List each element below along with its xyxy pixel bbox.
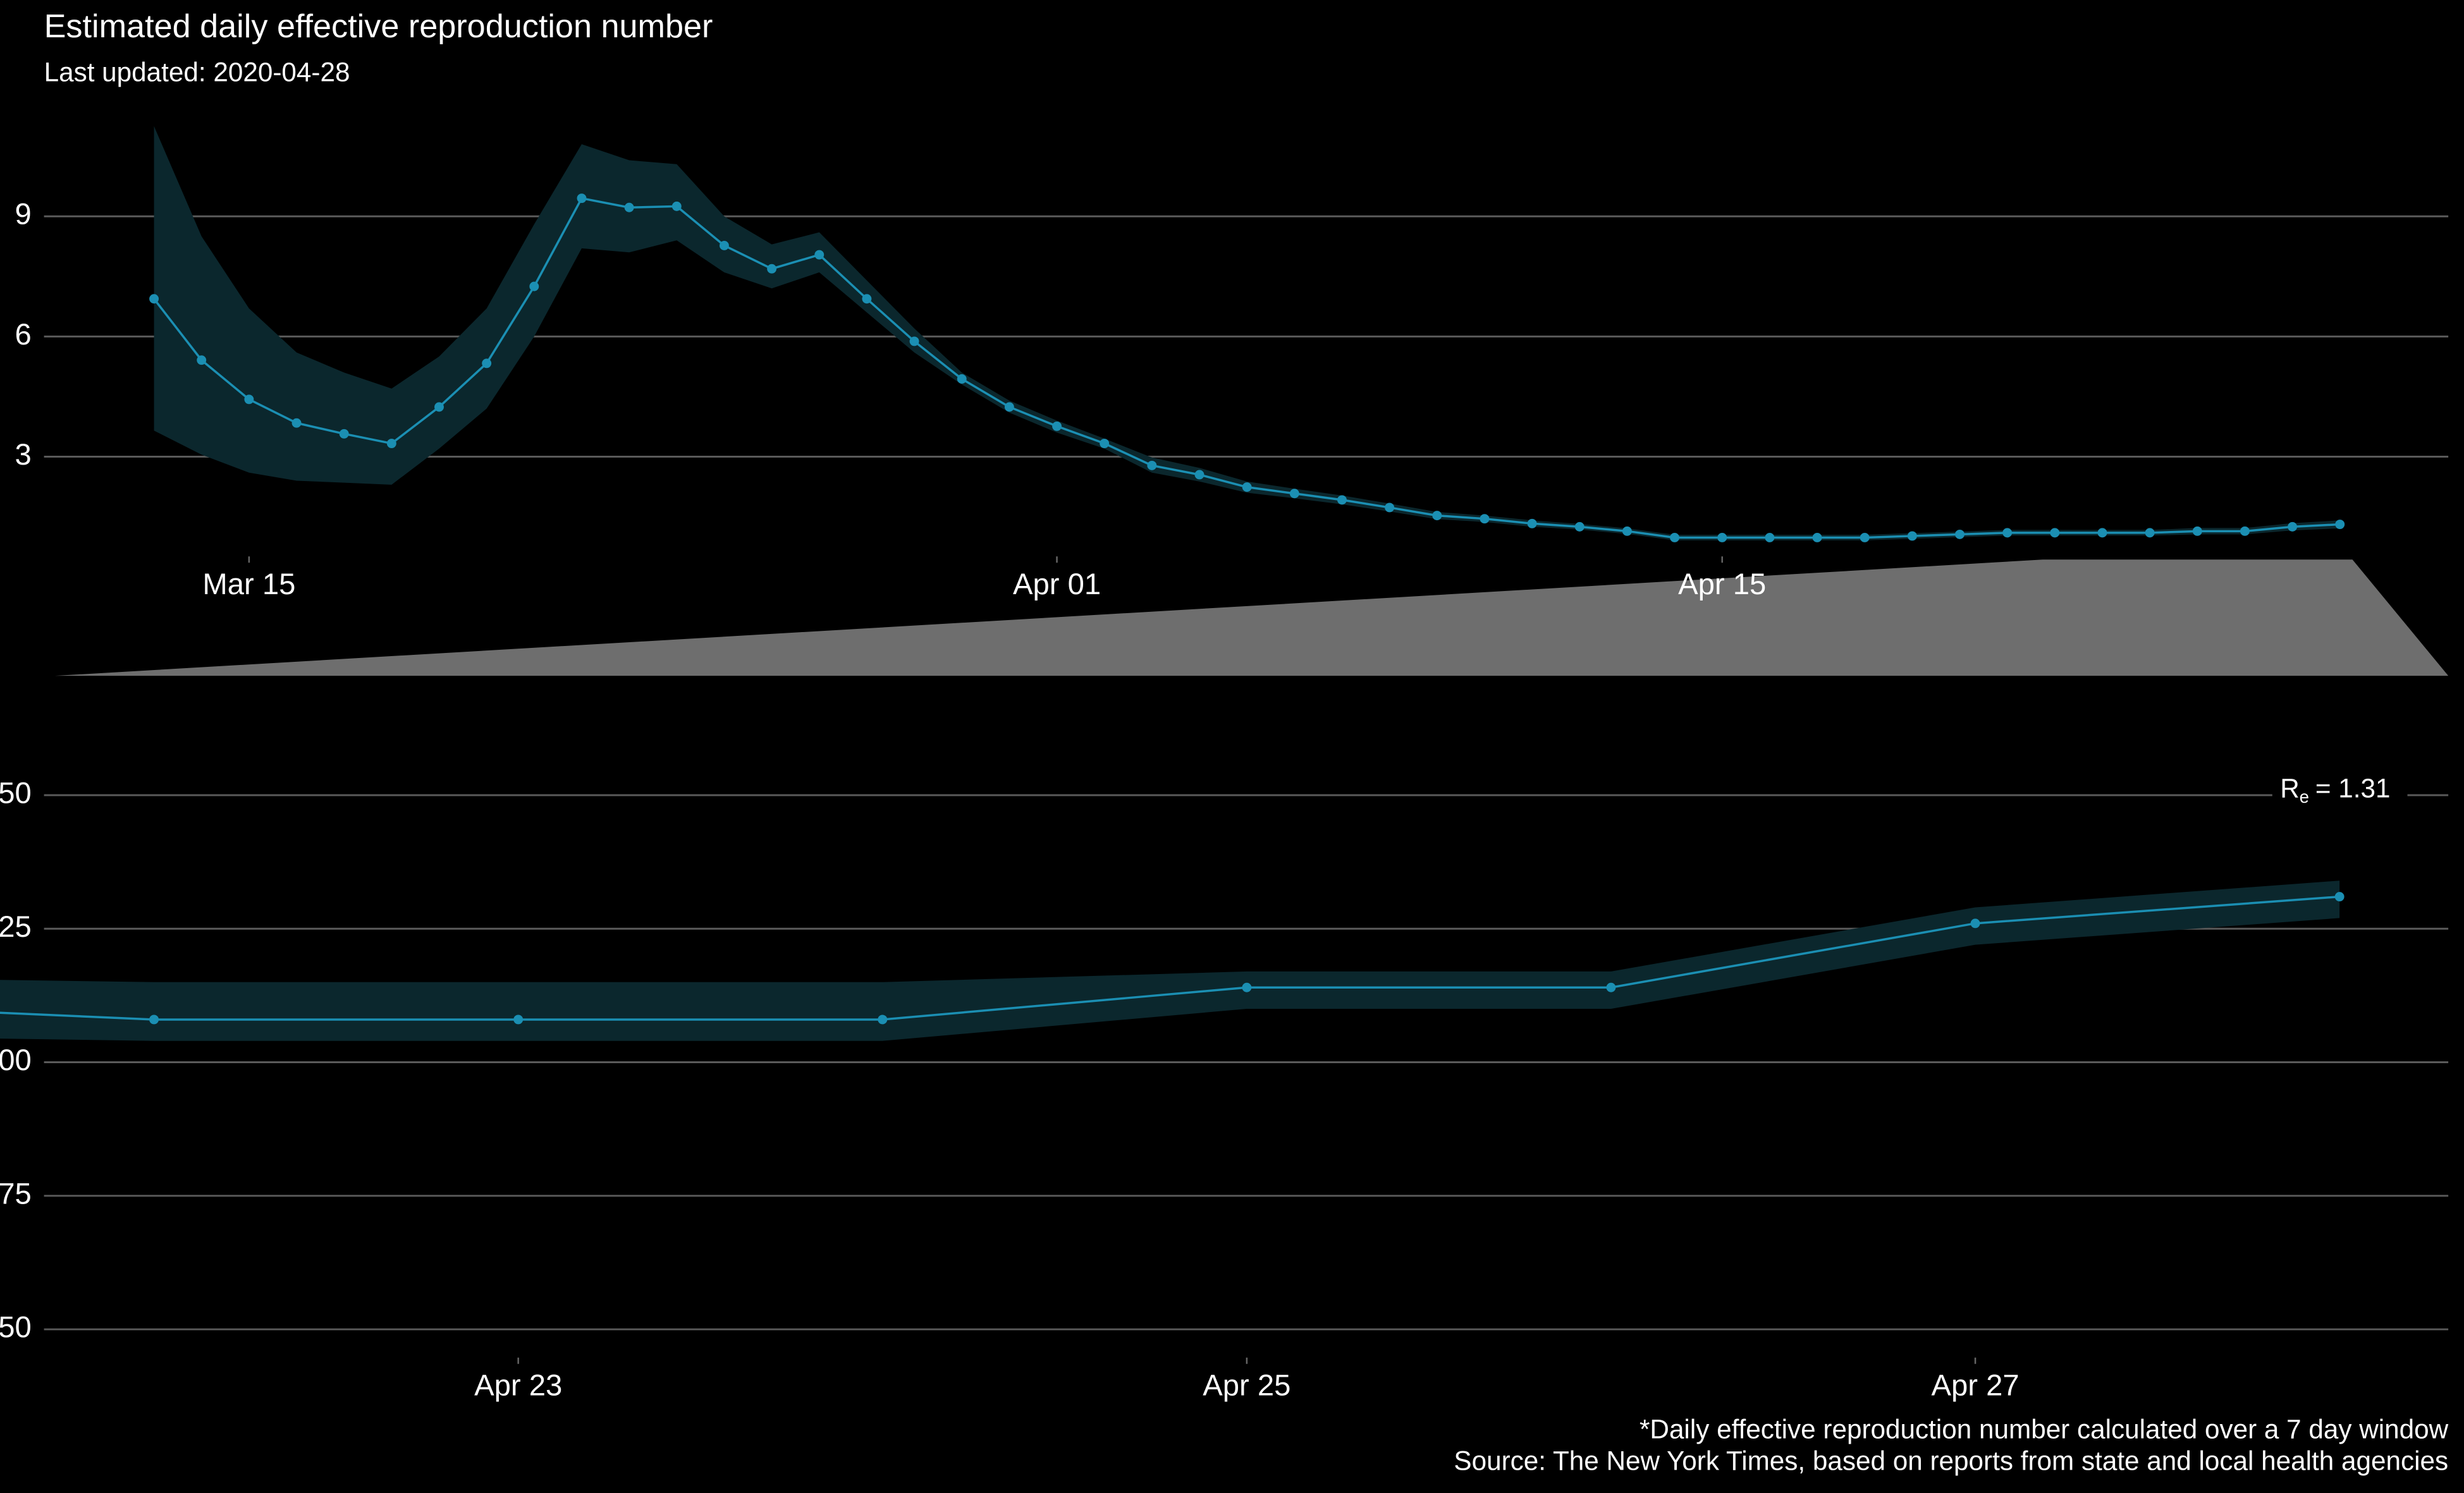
- point: [1970, 918, 1980, 929]
- y-tick-label: 0.75: [0, 1177, 32, 1210]
- point: [2050, 528, 2060, 538]
- y-tick-label: 0.50: [0, 1311, 32, 1344]
- x-tick-label: Mar 15: [202, 568, 295, 601]
- point: [719, 241, 729, 250]
- point: [1289, 489, 1299, 499]
- chart-title: Estimated daily effective reproduction n…: [44, 8, 713, 45]
- point: [149, 294, 159, 304]
- point: [2097, 528, 2107, 538]
- x-tick-label: Apr 27: [1931, 1368, 2019, 1402]
- point: [529, 281, 539, 291]
- x-tick-label: Apr 25: [1203, 1368, 1290, 1402]
- annotation: Re = 1.31: [2280, 774, 2390, 807]
- point: [1100, 439, 1110, 448]
- line: [0, 895, 2340, 1021]
- point: [1480, 514, 1490, 524]
- point: [1527, 518, 1537, 528]
- point: [1765, 533, 1775, 542]
- point: [1670, 533, 1680, 542]
- point: [2192, 526, 2202, 536]
- point: [386, 439, 396, 448]
- point: [2334, 892, 2344, 902]
- y-tick-label: 1.50: [0, 777, 32, 810]
- point: [1955, 529, 1964, 539]
- point: [1622, 526, 1632, 536]
- point: [149, 1015, 159, 1025]
- point: [1432, 511, 1442, 521]
- point: [1147, 460, 1157, 470]
- annotation-subscript: e: [2300, 787, 2309, 807]
- point: [1194, 470, 1204, 480]
- point: [577, 193, 587, 204]
- point: [2335, 520, 2345, 530]
- point: [1052, 421, 1062, 431]
- point: [957, 374, 967, 384]
- point: [339, 429, 349, 439]
- chart-subtitle: Last updated: 2020-04-28: [44, 57, 350, 87]
- point: [1385, 503, 1395, 513]
- point: [482, 358, 492, 369]
- y-tick-label: 1.00: [0, 1044, 32, 1077]
- source: Source: The New York Times, based on rep…: [1454, 1446, 2448, 1475]
- point: [1004, 402, 1014, 412]
- point: [1812, 533, 1822, 542]
- y-tick-label: 6: [15, 318, 31, 351]
- x-tick-label: Apr 15: [1678, 568, 1766, 601]
- point: [671, 201, 682, 211]
- point: [814, 250, 824, 260]
- footnote: *Daily effective reproduction number cal…: [1640, 1415, 2449, 1444]
- point: [434, 402, 444, 412]
- point: [2145, 528, 2155, 538]
- point: [624, 202, 634, 212]
- point: [2240, 526, 2250, 536]
- point: [291, 418, 302, 428]
- x-tick-label: Apr 23: [474, 1368, 562, 1402]
- point: [1242, 982, 1252, 992]
- point: [862, 294, 872, 304]
- point: [1574, 521, 1584, 532]
- point: [2002, 528, 2013, 538]
- point: [1337, 495, 1347, 505]
- point: [1907, 531, 1917, 541]
- annotation-bg: [2272, 770, 2408, 811]
- confidence-band: [154, 126, 2340, 540]
- point: [513, 1015, 524, 1025]
- point: [767, 264, 777, 274]
- point: [1606, 982, 1616, 992]
- point: [244, 394, 254, 405]
- confidence-band: [0, 881, 2340, 1041]
- y-tick-label: 3: [15, 438, 31, 472]
- point: [1860, 533, 1870, 542]
- annotation-symbol: R: [2280, 774, 2300, 803]
- zoom-connector: [54, 559, 2449, 676]
- point: [909, 336, 919, 346]
- y-tick-label: 1.25: [0, 910, 32, 944]
- point: [2288, 521, 2298, 532]
- annotation-text: = 1.31: [2315, 774, 2391, 803]
- point: [1717, 533, 1727, 542]
- y-tick-label: 9: [15, 198, 31, 231]
- point: [1242, 482, 1252, 492]
- point: [878, 1015, 888, 1025]
- point: [197, 355, 207, 365]
- x-tick-label: Apr 01: [1013, 568, 1101, 601]
- plots: 3 6 9 Mar 15 Apr 01 Apr 15 0.50 0.75 1.00 1.25 1.5…: [0, 126, 2449, 1402]
